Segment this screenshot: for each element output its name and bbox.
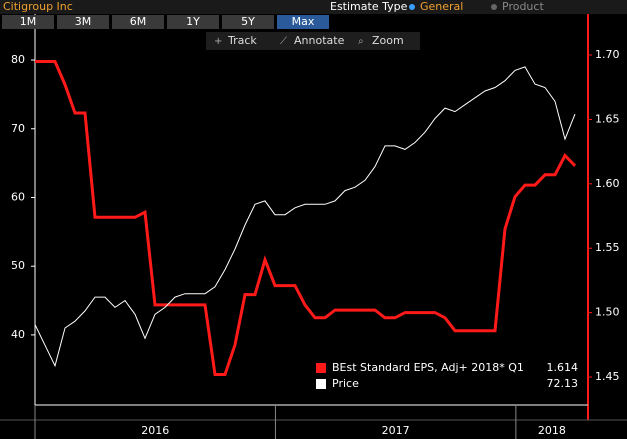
tool-button[interactable]: Zoom xyxy=(372,34,404,47)
range-button[interactable] xyxy=(2,15,54,29)
y-tick-label: 40 xyxy=(11,328,25,341)
series-line xyxy=(35,60,577,376)
range-button[interactable] xyxy=(222,15,274,29)
y-tick-label: 70 xyxy=(11,122,25,135)
range-button-label[interactable]: 1M xyxy=(20,15,37,28)
x-tick-label: 2018 xyxy=(538,424,566,437)
radio-label[interactable]: General xyxy=(420,0,463,13)
tool-button[interactable]: Annotate xyxy=(294,34,345,47)
legend-label: Price xyxy=(332,377,359,390)
tool-icon: + xyxy=(214,36,222,47)
range-button[interactable] xyxy=(57,15,109,29)
estimate-type-label: Estimate Type xyxy=(330,0,408,13)
legend-swatch xyxy=(316,379,326,389)
y2-tick-label: 1.65 xyxy=(595,112,620,125)
range-button-label[interactable]: 6M xyxy=(130,15,147,28)
toolbar xyxy=(206,32,420,50)
y2-tick-label: 1.55 xyxy=(595,241,620,254)
legend-swatch xyxy=(316,363,326,373)
x-tick-label: 2017 xyxy=(382,424,410,437)
range-button-label[interactable]: Max xyxy=(292,15,315,28)
y2-tick-label: 1.45 xyxy=(595,370,620,383)
range-button-label[interactable]: 1Y xyxy=(186,15,200,28)
tool-button[interactable]: Track xyxy=(227,34,257,47)
tool-icon: ⌕ xyxy=(358,36,364,47)
radio-label[interactable]: Product xyxy=(502,0,544,13)
y-tick-label: 80 xyxy=(11,53,25,66)
y-tick-label: 50 xyxy=(11,259,25,272)
y-tick-label: 60 xyxy=(11,190,25,203)
y2-tick-label: 1.70 xyxy=(595,48,620,61)
legend-value: 72.13 xyxy=(547,377,579,390)
header-bar xyxy=(0,0,627,14)
y2-tick-label: 1.50 xyxy=(595,306,620,319)
range-button[interactable] xyxy=(277,15,329,29)
tool-icon: ⟋ xyxy=(280,36,287,47)
y2-tick-label: 1.60 xyxy=(595,177,620,190)
range-button-label[interactable]: 5Y xyxy=(241,15,255,28)
legend-box xyxy=(312,358,584,396)
radio[interactable] xyxy=(409,4,415,10)
range-button-label[interactable]: 3M xyxy=(75,15,92,28)
radio[interactable] xyxy=(491,4,497,10)
series-line xyxy=(34,66,576,368)
x-tick-label: 2016 xyxy=(141,424,169,437)
security-title: Citigroup Inc xyxy=(3,0,73,13)
legend-label: BEst Standard EPS, Adj+ 2018* Q1 xyxy=(332,361,524,374)
range-button[interactable] xyxy=(167,15,219,29)
range-button[interactable] xyxy=(112,15,164,29)
legend-value: 1.614 xyxy=(547,361,579,374)
